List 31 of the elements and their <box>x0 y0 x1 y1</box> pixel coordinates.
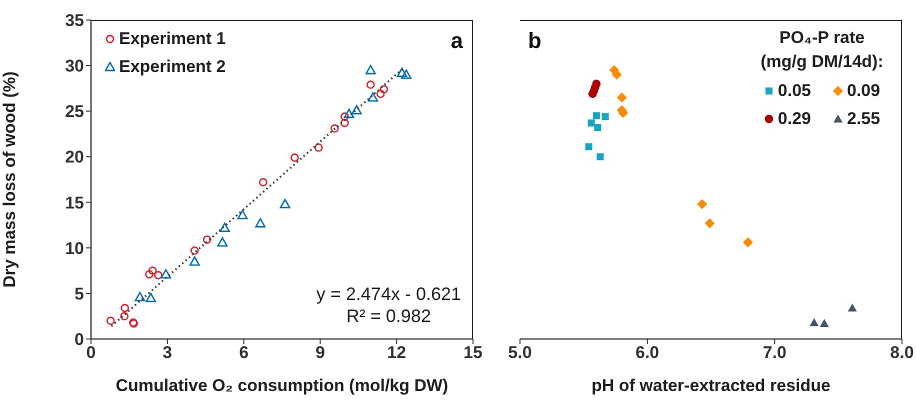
x-axis-title: Cumulative O₂ consumption (mol/kg DW) <box>116 376 448 395</box>
y-tick-label: 35 <box>65 11 84 30</box>
x-tick-label: 6 <box>239 343 249 362</box>
y-tick-label: 5 <box>74 284 84 304</box>
annotation: y = 2.474x - 0.621 <box>316 283 461 305</box>
annotation: R² = 0.982 <box>345 305 432 327</box>
legend-title: PO₄-P rate (mg/g DM/14d): <box>760 27 884 73</box>
y-tick-label: 15 <box>65 193 84 212</box>
y-tick-label: 30 <box>65 56 84 76</box>
x-tick-label: 7.0 <box>762 343 786 362</box>
y-tick-label: 0 <box>74 330 84 350</box>
x-tick-label: 9 <box>315 343 325 362</box>
x-tick-label: 5.0 <box>508 343 532 362</box>
y-axis-title: Dry mass loss of wood (%) <box>0 71 20 288</box>
legend-label: 0.09 <box>846 80 880 102</box>
x-tick-label: 3 <box>162 343 172 362</box>
legend-label: Experiment 1 <box>118 28 226 50</box>
legend-label: 0.05 <box>776 80 811 102</box>
legend-label: Experiment 2 <box>118 56 226 78</box>
x-tick-label: 12 <box>387 343 406 362</box>
x-tick-label: 8.0 <box>890 343 914 362</box>
annotation: a <box>450 28 463 54</box>
x-tick-label: 15 <box>464 343 482 362</box>
x-axis-title: pH of water-extracted residue <box>591 376 831 395</box>
y-tick-label: 20 <box>65 148 84 167</box>
annotation: b <box>528 28 542 54</box>
y-tick-label: 10 <box>65 238 84 258</box>
y-tick-label: 25 <box>65 102 84 122</box>
legend-label: 2.55 <box>846 108 880 130</box>
legend-label: 0.29 <box>776 108 811 130</box>
x-tick-label: 6.0 <box>636 343 660 362</box>
